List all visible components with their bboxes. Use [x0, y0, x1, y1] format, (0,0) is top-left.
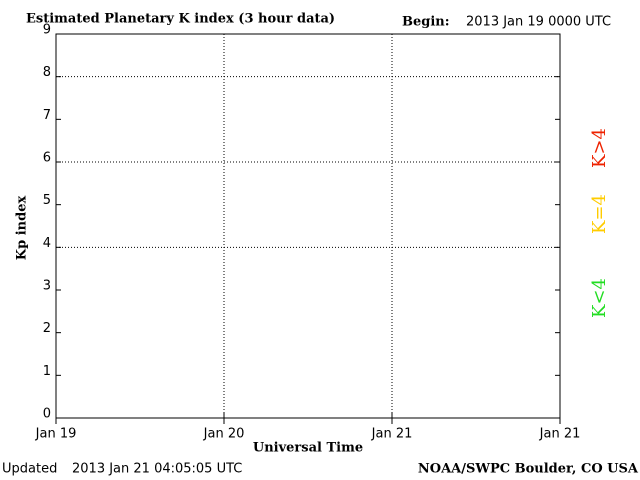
legend-entry: K<4 — [589, 278, 610, 318]
begin-label: Begin: — [402, 15, 450, 30]
y-tick-label: 6 — [43, 151, 51, 166]
y-tick-label: 0 — [43, 407, 51, 422]
updated-label: Updated — [2, 462, 57, 477]
plot-frame — [55, 33, 561, 419]
y-tick-label: 7 — [43, 108, 51, 123]
legend-entry: K=4 — [589, 194, 610, 234]
x-tick-label: Jan 20 — [203, 427, 245, 442]
chart-title: Estimated Planetary K index (3 hour data… — [26, 12, 335, 27]
y-tick-label: 4 — [43, 236, 51, 251]
x-tick-label: Jan 21 — [371, 427, 413, 442]
y-axis-label: Kp index — [15, 196, 30, 261]
x-tick-label: Jan 19 — [35, 427, 77, 442]
y-tick-label: 1 — [43, 364, 51, 379]
updated-date: 2013 Jan 21 04:05:05 UTC — [72, 462, 242, 477]
y-tick-label: 8 — [43, 65, 51, 80]
x-tick-label: Jan 21 — [539, 427, 581, 442]
y-tick-label: 5 — [43, 193, 51, 208]
begin-date: 2013 Jan 19 0000 UTC — [466, 15, 611, 30]
y-tick-label: 2 — [43, 321, 51, 336]
x-axis-label: Universal Time — [253, 441, 363, 456]
y-tick-label: 3 — [43, 279, 51, 294]
y-tick-label: 9 — [43, 23, 51, 38]
credit: NOAA/SWPC Boulder, CO USA — [418, 462, 639, 477]
legend-entry: K>4 — [589, 128, 610, 168]
